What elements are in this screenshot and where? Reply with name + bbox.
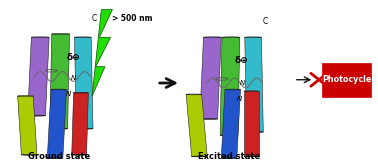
Ellipse shape xyxy=(221,158,237,159)
Text: N: N xyxy=(237,96,242,102)
Polygon shape xyxy=(200,37,221,119)
FancyBboxPatch shape xyxy=(322,63,371,97)
Text: N: N xyxy=(71,75,76,81)
Ellipse shape xyxy=(72,154,87,155)
Ellipse shape xyxy=(51,89,67,90)
Ellipse shape xyxy=(200,118,218,119)
Text: Excited state: Excited state xyxy=(198,152,260,161)
Polygon shape xyxy=(47,89,67,158)
Ellipse shape xyxy=(246,131,263,132)
Ellipse shape xyxy=(220,135,238,136)
Ellipse shape xyxy=(47,158,63,159)
Text: δ⊕: δ⊕ xyxy=(67,53,81,62)
Polygon shape xyxy=(92,10,112,96)
Ellipse shape xyxy=(192,156,207,157)
Ellipse shape xyxy=(31,37,49,38)
Polygon shape xyxy=(72,93,88,155)
Ellipse shape xyxy=(244,156,259,157)
Ellipse shape xyxy=(28,115,45,116)
Ellipse shape xyxy=(245,37,262,38)
Text: Ground state: Ground state xyxy=(28,152,90,161)
Text: C: C xyxy=(92,14,97,23)
Polygon shape xyxy=(221,89,240,158)
Polygon shape xyxy=(220,37,240,135)
Polygon shape xyxy=(18,96,37,155)
Ellipse shape xyxy=(222,37,240,38)
Ellipse shape xyxy=(76,128,93,129)
Polygon shape xyxy=(28,37,49,116)
Text: N: N xyxy=(66,91,71,97)
Text: δ⊕: δ⊕ xyxy=(234,56,248,65)
Polygon shape xyxy=(244,91,259,156)
Polygon shape xyxy=(74,37,93,129)
Text: C: C xyxy=(262,17,268,26)
Text: Photocycle: Photocycle xyxy=(322,75,372,84)
Polygon shape xyxy=(245,37,263,132)
Ellipse shape xyxy=(22,154,37,155)
Ellipse shape xyxy=(186,94,201,95)
Ellipse shape xyxy=(74,37,91,38)
Ellipse shape xyxy=(74,92,88,93)
Ellipse shape xyxy=(50,128,68,129)
Ellipse shape xyxy=(244,91,259,92)
Polygon shape xyxy=(50,34,70,129)
Text: > 500 nm: > 500 nm xyxy=(112,14,153,23)
Text: N: N xyxy=(240,80,245,86)
Ellipse shape xyxy=(52,34,70,35)
Ellipse shape xyxy=(203,37,221,38)
Ellipse shape xyxy=(225,89,240,90)
Polygon shape xyxy=(186,94,207,156)
